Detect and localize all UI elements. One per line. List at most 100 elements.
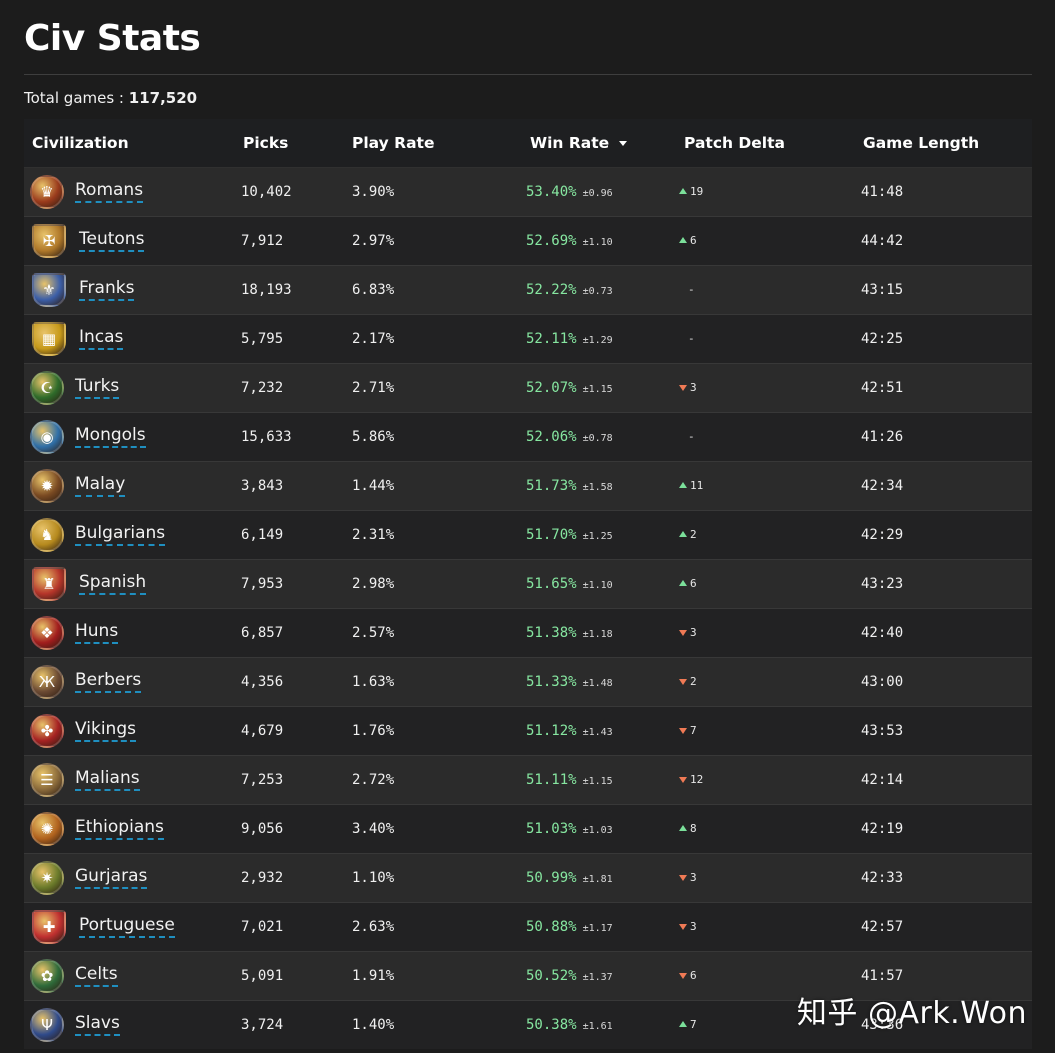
spanish-arms-icon: ♜ [32, 566, 66, 601]
win-rate-cell: 53.40% ±0.96 [499, 166, 652, 216]
civ-link[interactable]: Romans [75, 180, 144, 203]
confidence-interval: ±1.37 [582, 971, 613, 983]
win-rate-value: 51.33% [526, 673, 577, 690]
win-rate-value: 53.40% [526, 183, 577, 200]
civ-link[interactable]: Malians [75, 768, 140, 791]
header-civilization[interactable]: Civilization [24, 119, 236, 168]
play-rate-cell: 2.31% [344, 509, 499, 559]
header-picks[interactable]: Picks [236, 119, 344, 168]
win-rate-cell: 50.88% ±1.17 [499, 901, 652, 951]
table-row: ✠ Teutons 7,912 2.97% 52.69% ±1.10 6 44:42 [24, 215, 1032, 265]
arrow-up-icon [679, 1021, 687, 1028]
arrow-down-icon [679, 385, 687, 391]
picks-cell: 7,953 [236, 558, 344, 608]
game-length-cell: 42:34 [831, 460, 1032, 510]
civ-link[interactable]: Franks [79, 278, 135, 301]
game-length-cell: 41:57 [831, 950, 1032, 1000]
confidence-interval: ±0.78 [582, 432, 613, 444]
patch-delta-cell: 6 [652, 558, 831, 608]
confidence-interval: ±1.61 [582, 1020, 613, 1032]
picks-cell: 6,149 [236, 509, 344, 559]
win-rate-value: 51.11% [526, 771, 577, 788]
play-rate-cell: 1.63% [344, 656, 499, 706]
civ-link[interactable]: Vikings [75, 719, 136, 742]
slavic-trident-icon: Ψ [30, 1007, 64, 1042]
game-length-cell: 44:42 [831, 215, 1032, 265]
arrow-down-icon [679, 924, 687, 930]
arrow-up-icon [679, 482, 687, 488]
civ-link[interactable]: Berbers [75, 670, 142, 693]
patch-delta-cell: 3 [652, 607, 831, 657]
patch-delta-value: 8 [690, 822, 697, 835]
picks-cell: 18,193 [236, 264, 344, 314]
confidence-interval: ±1.18 [582, 628, 613, 640]
header-game-length[interactable]: Game Length [831, 119, 1032, 168]
civ-link[interactable]: Mongols [75, 425, 146, 448]
confidence-interval: ±1.43 [582, 726, 613, 738]
civilization-cell: ◉ Mongols [24, 411, 236, 461]
win-rate-value: 50.52% [526, 967, 577, 984]
patch-delta-value: 3 [690, 626, 697, 639]
play-rate-cell: 1.44% [344, 460, 499, 510]
civilization-cell: ☪ Turks [24, 362, 236, 412]
picks-cell: 10,402 [236, 166, 344, 216]
header-win-rate[interactable]: Win Rate [499, 119, 652, 168]
civilization-cell: ✤ Vikings [24, 705, 236, 755]
patch-delta-cell: 6 [652, 215, 831, 265]
play-rate-cell: 5.86% [344, 411, 499, 461]
picks-cell: 2,932 [236, 852, 344, 902]
patch-delta-cell: 3 [652, 901, 831, 951]
civ-link[interactable]: Teutons [79, 229, 145, 252]
civilization-cell: ⚜ Franks [24, 264, 236, 314]
total-games-value: 117,520 [128, 89, 198, 107]
header-play-rate[interactable]: Play Rate [344, 119, 499, 168]
confidence-interval: ±1.81 [582, 873, 613, 885]
patch-delta-cell: - [652, 313, 831, 363]
game-length-cell: 41:48 [831, 166, 1032, 216]
arrow-up-icon [679, 237, 687, 243]
win-rate-cell: 51.33% ±1.48 [499, 656, 652, 706]
civ-link[interactable]: Slavs [75, 1013, 120, 1036]
civ-link[interactable]: Bulgarians [75, 523, 166, 546]
civilization-cell: ▦ Incas [24, 313, 236, 363]
civilization-cell: ✹ Malay [24, 460, 236, 510]
civ-link[interactable]: Spanish [79, 572, 147, 595]
civilization-cell: ☰ Malians [24, 754, 236, 804]
sort-descending-icon [619, 140, 628, 146]
game-length-cell: 43:53 [831, 705, 1032, 755]
play-rate-cell: 6.83% [344, 264, 499, 314]
patch-delta-cell: 19 [652, 166, 831, 216]
watermark: 知乎 @Ark.Won [796, 996, 1027, 1031]
header-patch-delta[interactable]: Patch Delta [652, 119, 831, 168]
civ-link[interactable]: Portuguese [79, 915, 175, 938]
civ-stats-table: Civilization Picks Play Rate Win Rate Pa… [24, 119, 1032, 1049]
civilization-cell: ♛ Romans [24, 166, 236, 216]
civ-link[interactable]: Huns [75, 621, 119, 644]
gurjara-sun-icon: ✷ [30, 860, 64, 895]
civ-link[interactable]: Turks [75, 376, 120, 399]
celtic-triskele-icon: ✿ [30, 958, 64, 993]
total-games: Total games : 117,520 [24, 89, 197, 107]
play-rate-cell: 3.90% [344, 166, 499, 216]
win-rate-cell: 51.11% ±1.15 [499, 754, 652, 804]
play-rate-cell: 1.91% [344, 950, 499, 1000]
arrow-down-icon [679, 777, 687, 783]
civ-link[interactable]: Malay [75, 474, 126, 497]
patch-delta-value: 6 [690, 577, 697, 590]
arrow-down-icon [679, 630, 687, 636]
play-rate-cell: 2.98% [344, 558, 499, 608]
patch-delta-cell: 8 [652, 803, 831, 853]
civ-link[interactable]: Ethiopians [75, 817, 164, 840]
win-rate-cell: 52.11% ±1.29 [499, 313, 652, 363]
civilization-cell: ✠ Teutons [24, 215, 236, 265]
game-length-cell: 42:25 [831, 313, 1032, 363]
civ-link[interactable]: Gurjaras [75, 866, 148, 889]
confidence-interval: ±1.10 [582, 579, 613, 591]
civ-link[interactable]: Incas [79, 327, 124, 350]
table-row: Ж Berbers 4,356 1.63% 51.33% ±1.48 2 43:00 [24, 656, 1032, 706]
play-rate-cell: 2.72% [344, 754, 499, 804]
play-rate-cell: 3.40% [344, 803, 499, 853]
civ-link[interactable]: Celts [75, 964, 118, 987]
patch-delta-value: 12 [690, 773, 704, 786]
table-row: ✷ Gurjaras 2,932 1.10% 50.99% ±1.81 3 42:33 [24, 852, 1032, 902]
